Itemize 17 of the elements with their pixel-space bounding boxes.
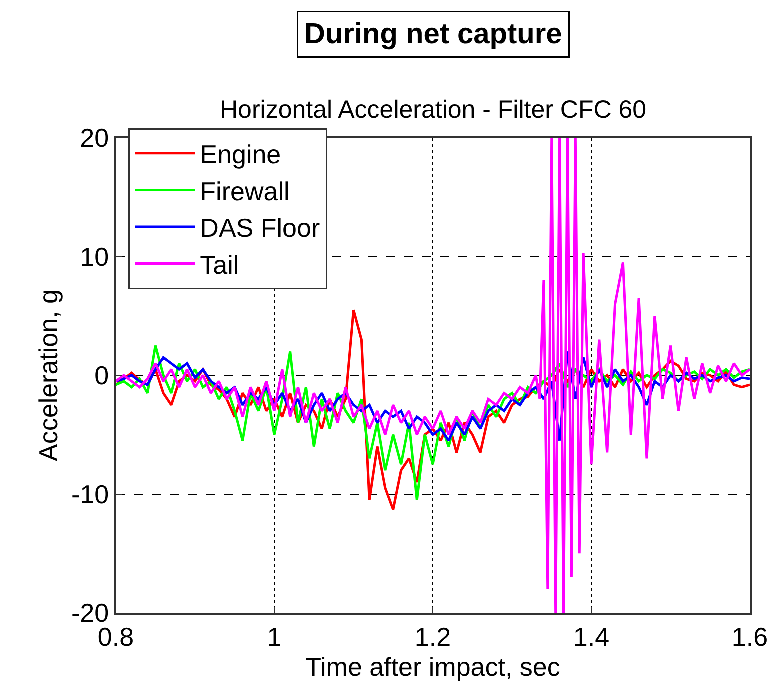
- y-tick-label: 20: [80, 123, 110, 154]
- chart-title: During net capture: [304, 18, 562, 50]
- chart-subtitle: Horizontal Acceleration - Filter CFC 60: [220, 96, 647, 124]
- y-tick-label: 0: [94, 360, 110, 391]
- line-series: [116, 138, 750, 613]
- x-tick-label: 1.2: [414, 622, 452, 652]
- y-tick-label: -10: [71, 479, 110, 510]
- x-tick-label: 1: [267, 622, 282, 652]
- y-axis-title: Acceleration, g: [33, 290, 64, 462]
- legend-label: Tail: [200, 250, 240, 280]
- x-tick-label: 1.4: [573, 622, 610, 652]
- legend-label: DAS Floor: [200, 213, 320, 244]
- legend-label: Firewall: [200, 176, 290, 206]
- x-axis-title: Time after impact, sec: [306, 652, 560, 682]
- x-tick-label: 1.6: [732, 622, 768, 652]
- legend-label: Engine: [200, 140, 282, 170]
- y-tick-label: 10: [80, 242, 110, 272]
